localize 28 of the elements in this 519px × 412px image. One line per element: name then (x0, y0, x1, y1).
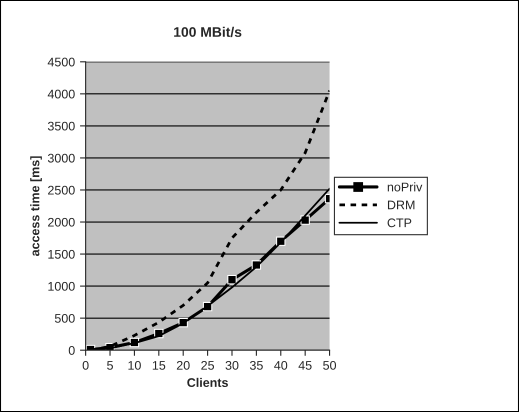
y-tick-label: 2000 (48, 218, 75, 227)
x-tick-label: 40 (274, 360, 288, 370)
y-axis-title: access time [ms] (30, 156, 42, 256)
x-tick-label: 50 (323, 360, 336, 370)
legend-label: DRM (388, 200, 414, 210)
x-axis-title: Clients (187, 378, 228, 388)
x-tick-label: 30 (226, 360, 238, 370)
y-tick-label: 0 (68, 346, 75, 355)
y-tick-label: 3500 (48, 122, 75, 131)
y-tick-label: 3000 (48, 154, 75, 163)
x-tick-label: 5 (107, 361, 113, 370)
chart-title: 100 MBit/s (174, 26, 242, 38)
legend-label: noPriv (388, 182, 422, 192)
y-tick-label: 1500 (48, 250, 75, 259)
y-tick-label: 1000 (48, 282, 75, 291)
x-tick-label: 20 (176, 360, 190, 370)
x-tick-label: 35 (250, 360, 263, 370)
y-tick-label: 2500 (48, 186, 75, 195)
x-tick-label: 45 (298, 361, 312, 370)
y-tick-label: 4500 (48, 58, 75, 66)
legend-label: CTP (388, 218, 412, 228)
y-tick-label: 4000 (48, 90, 75, 98)
x-tick-label: 10 (128, 360, 141, 370)
point (227, 275, 237, 284)
x-tick-label: 15 (152, 361, 166, 370)
x-tick-label: 25 (201, 360, 214, 370)
y-tick-label: 500 (54, 314, 75, 323)
x-tick-label: 0 (82, 360, 89, 370)
